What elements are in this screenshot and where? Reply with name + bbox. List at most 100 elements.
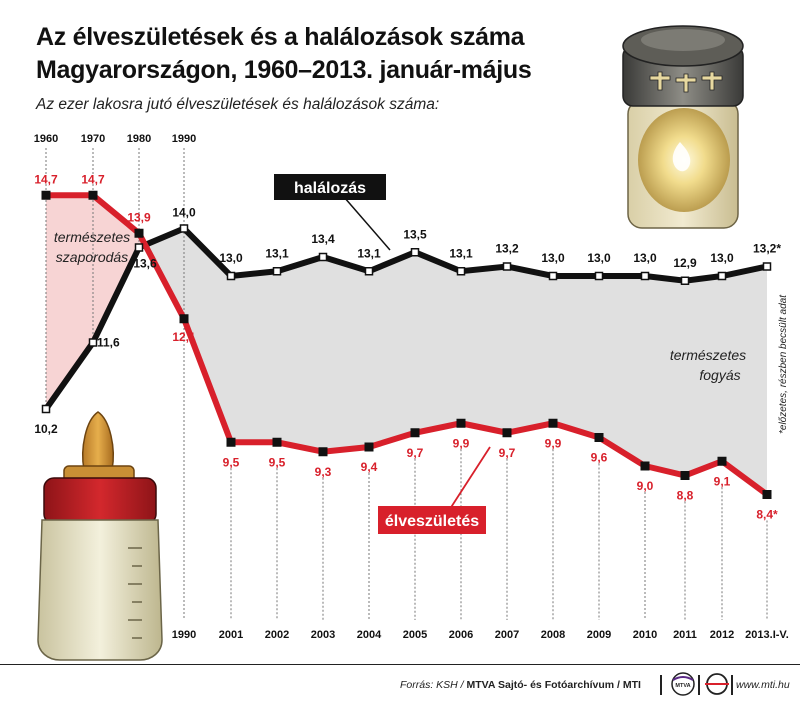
bottle-cap <box>43 477 157 525</box>
births-point <box>680 471 690 480</box>
top-year-label: 1970 <box>81 133 105 145</box>
source-prefix: Forrás: KSH / <box>400 679 467 691</box>
deaths-data-label: 12,9 <box>673 256 697 270</box>
births-data-label: 9,6 <box>591 451 608 465</box>
births-point <box>594 433 604 442</box>
births-data-label: 9,7 <box>499 446 516 460</box>
births-point <box>762 490 772 499</box>
deaths-point <box>226 271 236 281</box>
births-point <box>134 228 144 238</box>
births-point <box>456 418 466 428</box>
candle-cross-3 <box>701 71 723 91</box>
deaths-data-label: 13,0 <box>633 251 657 265</box>
births-point <box>318 447 328 457</box>
births-point <box>548 418 558 428</box>
top-year-label: 1980 <box>127 133 151 145</box>
births-data-label: 14,7 <box>34 172 58 186</box>
deaths-callout-line <box>343 196 391 251</box>
births-point <box>41 190 51 200</box>
top-year-label: 1960 <box>34 133 58 145</box>
mtva-logo-text: MTVA <box>675 683 690 689</box>
deaths-data-label: 13,1 <box>357 246 381 260</box>
births-data-label: 12,1 <box>172 330 196 344</box>
bottom-year-label: 2012 <box>710 629 734 641</box>
deaths-data-label: 10,2 <box>34 422 58 436</box>
deaths-point <box>41 404 51 414</box>
estimate-footnote: *előzetes, részben becsült adat <box>778 295 789 434</box>
births-point <box>272 437 282 447</box>
top-year-label: 1990 <box>172 133 196 145</box>
births-data-label: 9,1 <box>714 474 731 488</box>
bottle-nipple <box>82 411 114 471</box>
deaths-point <box>762 262 772 271</box>
births-label-box <box>378 506 486 534</box>
deaths-data-label: 13,4 <box>311 232 335 246</box>
bottom-year-label: 2003 <box>311 629 335 641</box>
footer-divider <box>698 675 700 695</box>
candle-flame <box>672 142 691 172</box>
births-data-label: 13,9 <box>127 210 151 224</box>
births-point <box>502 428 512 438</box>
deaths-data-label: 13,0 <box>219 251 243 265</box>
deaths-data-label: 13,5 <box>403 227 427 241</box>
deaths-data-label: 13,1 <box>449 246 473 260</box>
bottom-year-label: 2009 <box>587 629 611 641</box>
natural-increase-label-line2: szaporodás <box>56 249 128 265</box>
mtva-logo-icon: MTVA <box>671 672 695 696</box>
bottom-year-label: 2005 <box>403 629 427 641</box>
natural-decrease-area <box>145 228 768 495</box>
deaths-data-label: 13,2* <box>753 242 781 256</box>
category-labels: 1960 1970 1980 1990 1990 2001 2002 2003 2004 2005… <box>34 133 789 641</box>
births-point <box>364 442 374 452</box>
candle-cross-2 <box>675 73 697 93</box>
births-data-label: 9,9 <box>545 436 562 450</box>
deaths-point <box>548 271 558 281</box>
footer-divider <box>660 675 662 695</box>
deaths-data-label: 13,2 <box>495 242 519 256</box>
deaths-point <box>134 243 144 252</box>
deaths-point <box>410 248 420 257</box>
source-credit: Forrás: KSH / MTVA Sajtó- és Fotóarchívu… <box>400 679 641 691</box>
mti-logo-icon <box>705 673 729 695</box>
footer-divider <box>731 675 733 695</box>
bottom-year-label: 1990 <box>172 629 196 641</box>
bottle-body <box>37 519 163 661</box>
deaths-data-label: 13,6 <box>133 257 157 271</box>
deaths-point <box>272 267 282 276</box>
natural-increase-label-line1: természetes <box>54 229 130 245</box>
baby-bottle-illustration <box>37 411 163 661</box>
axis-guides <box>45 148 768 620</box>
births-data-label: 9,5 <box>269 455 286 469</box>
deaths-data-label: 11,6 <box>97 336 120 350</box>
deaths-point <box>680 276 690 285</box>
website-link[interactable]: www.mti.hu <box>736 679 790 691</box>
births-callout-line <box>447 446 491 513</box>
births-data-label: 8,8 <box>677 489 694 503</box>
line-chart: 10,2 11,6 13,6 14,0 13,0 13,1 13,4 13,1 13,5 13,1… <box>34 25 789 661</box>
footer: Forrás: KSH / MTVA Sajtó- és Fotóarchívu… <box>0 664 800 707</box>
deaths-data-label: 13,0 <box>541 251 565 265</box>
deaths-data-label: 14,0 <box>172 206 196 220</box>
grave-candle-illustration <box>622 25 744 229</box>
bottom-year-label: 2007 <box>495 629 519 641</box>
deaths-data-label: 13,0 <box>587 251 611 265</box>
births-data-label: 9,7 <box>407 446 424 460</box>
source-agency: MTVA Sajtó- és Fotóarchívum / MTI <box>466 679 641 691</box>
births-point <box>179 314 189 324</box>
births-point <box>640 461 650 471</box>
births-data-label: 9,3 <box>315 465 332 479</box>
deaths-point <box>318 252 328 262</box>
births-point <box>226 437 236 447</box>
page-title-line-1: Az élveszületések és a halálozások száma <box>36 23 525 51</box>
deaths-point <box>179 224 189 233</box>
deaths-point <box>640 271 650 281</box>
bottom-year-label: 2008 <box>541 629 565 641</box>
births-data-label: 9,5 <box>223 455 240 469</box>
deaths-data-label: 13,0 <box>710 251 734 265</box>
births-point <box>717 456 727 466</box>
bottom-year-label: 2006 <box>449 629 473 641</box>
deaths-point <box>502 262 512 271</box>
deaths-data-label: 13,1 <box>265 246 289 260</box>
deaths-point <box>456 267 466 276</box>
